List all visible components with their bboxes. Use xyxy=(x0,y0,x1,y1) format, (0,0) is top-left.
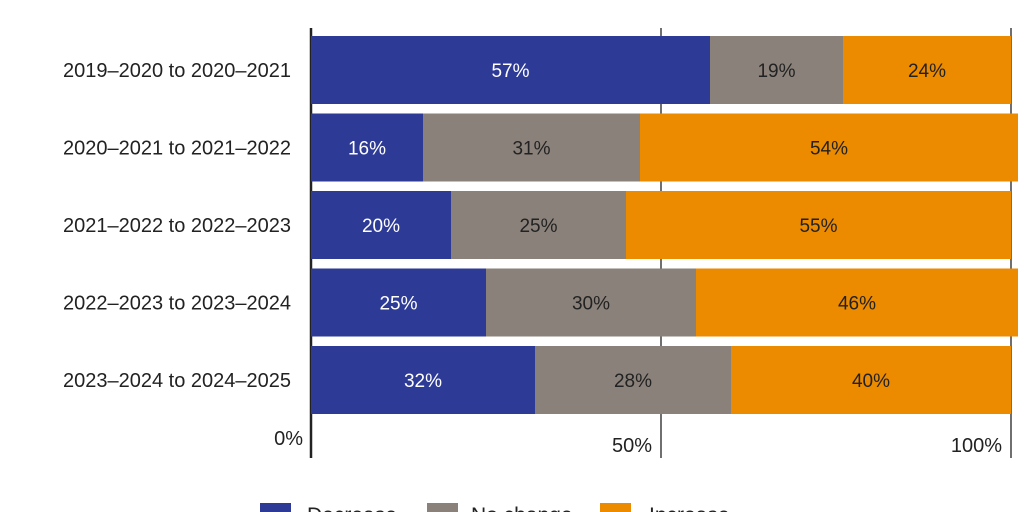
data-label-decrease-1: 57% xyxy=(491,61,529,82)
legend-label-decrease: Decrease xyxy=(307,504,397,512)
data-label-decrease-5: 32% xyxy=(404,371,442,392)
data-label-increase-2: 54% xyxy=(810,139,848,160)
data-label-increase-5: 40% xyxy=(852,371,890,392)
bar-segment-decrease-1 xyxy=(311,36,710,104)
category-labels: 2019–2020 to 2020–2021 2020–2021 to 2021–… xyxy=(63,60,291,392)
category-label-4: 2022–2023 to 2023–2024 xyxy=(63,293,291,315)
bar-segment-increase-1 xyxy=(843,36,1011,104)
bar-segment-no-change-5 xyxy=(535,346,731,414)
bar-segment-decrease-5 xyxy=(311,346,535,414)
bar-segment-decrease-4 xyxy=(311,268,486,337)
tick-label-0: 0% xyxy=(274,428,303,450)
data-label-increase-3: 55% xyxy=(799,216,837,237)
bar-segment-no-change-2 xyxy=(423,113,640,182)
category-label-5: 2023–2024 to 2024–2025 xyxy=(63,370,291,392)
category-label-1: 2019–2020 to 2020–2021 xyxy=(63,60,291,82)
data-label-no-change-3: 25% xyxy=(519,216,557,237)
bar-segment-decrease-2 xyxy=(311,113,423,182)
data-label-no-change-5: 28% xyxy=(614,371,652,392)
bar-segment-increase-4 xyxy=(696,268,1018,337)
tick-label-100: 100% xyxy=(951,435,1002,457)
bar-segment-no-change-3 xyxy=(451,191,626,259)
data-label-decrease-4: 25% xyxy=(379,294,417,315)
category-label-2: 2020–2021 to 2021–2022 xyxy=(63,138,291,160)
data-label-no-change-1: 19% xyxy=(757,61,795,82)
bar-segment-no-change-4 xyxy=(486,268,696,337)
category-label-3: 2021–2022 to 2022–2023 xyxy=(63,215,291,237)
data-label-increase-4: 46% xyxy=(838,294,876,315)
tick-label-50: 50% xyxy=(612,435,652,457)
legend-swatch-decrease xyxy=(260,503,291,512)
legend-label-increase: Increase xyxy=(649,504,730,512)
bar-segment-increase-3 xyxy=(626,191,1011,259)
data-label-no-change-2: 31% xyxy=(512,139,550,160)
data-label-decrease-3: 20% xyxy=(362,216,400,237)
legend-swatch-increase xyxy=(600,503,631,512)
x-axis: 0% 50% 100% xyxy=(274,428,1002,457)
legend: Decrease No change Increase xyxy=(260,503,730,512)
bar-segment-increase-5 xyxy=(731,346,1011,414)
data-label-increase-1: 24% xyxy=(908,61,946,82)
bar-segment-no-change-1 xyxy=(710,36,843,104)
legend-label-no-change: No change xyxy=(471,504,573,512)
data-label-decrease-2: 16% xyxy=(348,139,386,160)
legend-swatch-no-change xyxy=(427,503,458,512)
bar-segment-decrease-3 xyxy=(311,191,451,259)
bars: 57% 19% 24% 16% 31% 54% 20% 25% 55% 25% 30% 46% 32% 2… xyxy=(311,36,1018,414)
data-label-no-change-4: 30% xyxy=(572,294,610,315)
bar-segment-increase-2 xyxy=(640,113,1018,182)
